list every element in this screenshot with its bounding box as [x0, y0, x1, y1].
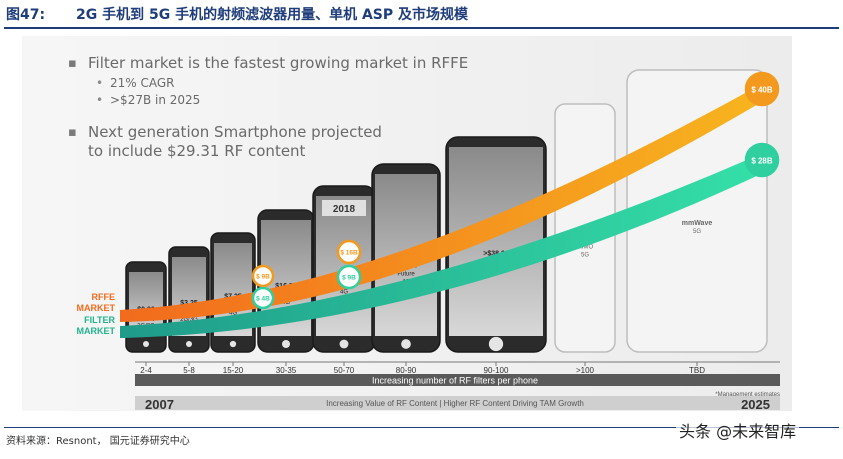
year-badge: 2018: [333, 204, 356, 215]
phone-button: [282, 340, 290, 348]
series-marker-label: $ 40B: [751, 86, 773, 95]
series-marker: [336, 264, 362, 290]
legend-rffe-line1: RFFE: [92, 292, 116, 302]
legend-filter-line1: FILTER: [84, 315, 115, 325]
phone-button: [229, 340, 237, 348]
title-divider: [4, 27, 839, 29]
x-tick-label: 90-100: [484, 366, 509, 375]
watermark: 头条 @未来智库: [676, 418, 800, 442]
timeline-caption: Increasing Value of RF Content | Higher …: [326, 399, 584, 408]
series-marker: [744, 142, 780, 178]
source-note: 资料来源：Resnont， 国元证券研究中心: [6, 436, 190, 447]
footer-divider: [4, 427, 839, 428]
summary-bullets: Filter market is the fastest growing mar…: [64, 54, 484, 161]
series-marker: [251, 286, 275, 310]
x-tick-label: 30-35: [276, 366, 297, 375]
estimate-note: *Management estimates: [715, 392, 780, 398]
year-badge-box: [322, 200, 366, 216]
series-marker-label: $ 4B: [256, 296, 270, 303]
series-marker: [251, 264, 275, 288]
x-axis-label: Increasing number of RF filters per phon…: [372, 376, 538, 386]
figure-number: 图47:: [6, 7, 46, 23]
phone-content-label: mmWave: [682, 220, 713, 227]
x-tick-label: 50-70: [334, 366, 355, 375]
phone-content-label: >$38.00: [483, 250, 509, 257]
phone-content-label: 5G: [581, 252, 589, 258]
series-marker-label: $ 28B: [751, 157, 773, 166]
phone-content-label: 4G: [229, 310, 237, 316]
timeline-band: [135, 396, 780, 410]
series-legend: RFFE MARKET FILTER MARKET: [77, 292, 116, 336]
bullet-next-gen-line2: to include $29.31 RF content: [88, 142, 306, 160]
x-axis: 2-4 5-8 15-20 30-35 50-70 80-90 90-100 >100 TBD: [135, 361, 780, 375]
bullet-market-size: >$27B in 2025: [64, 92, 484, 109]
series-marker-label: $ 9B: [256, 274, 270, 281]
x-tick-label: TBD: [689, 366, 705, 375]
markers-group: $ 9B $ 16B $ 40B $ 4B $ 9B $ 28B: [251, 71, 780, 310]
phone-button: [339, 339, 349, 349]
phone-content-label: MIMO: [577, 244, 594, 250]
legend-filter-line2: MARKET: [77, 326, 116, 336]
bullet-filter-market: Filter market is the fastest growing mar…: [64, 54, 484, 73]
x-tick-label: 5-8: [183, 366, 195, 375]
x-axis-label-band: [135, 374, 780, 386]
bullet-cagr: 21% CAGR: [64, 75, 484, 92]
phone-content-label: $3.25: [180, 300, 198, 307]
title-bar: 图47: 2G 手机到 5G 手机的射频滤波器用量、单机 ASP 及市场规模: [0, 0, 843, 26]
x-tick-label: 80-90: [396, 366, 417, 375]
phone-content-label: 5G: [693, 229, 701, 235]
year-end: 2025: [741, 397, 770, 412]
x-tick-label: 2-4: [140, 366, 152, 375]
phone-button: [186, 341, 192, 347]
phone-content-label: 4G: [340, 289, 348, 295]
series-marker-label: $ 16B: [340, 250, 358, 257]
phone-content-label: Future: [397, 271, 415, 277]
phone-content-label: 2G/3G: [180, 317, 198, 323]
phone-content-label: 4G: [282, 300, 290, 306]
series-marker: [336, 239, 362, 265]
bullet-next-gen-line1: Next generation Smartphone projected: [64, 123, 484, 142]
legend-rffe-line2: MARKET: [77, 303, 116, 313]
series-marker-label: $ 9B: [342, 275, 356, 282]
x-tick-label: 15-20: [223, 366, 244, 375]
phone-button: [488, 336, 504, 352]
figure-title: 2G 手机到 5G 手机的射频滤波器用量、单机 ASP 及市场规模: [76, 7, 469, 23]
year-start: 2007: [145, 397, 174, 412]
phone-button: [143, 341, 149, 347]
phone-button: [401, 339, 411, 349]
x-tick-label: >100: [576, 366, 595, 375]
series-marker: [744, 71, 780, 107]
